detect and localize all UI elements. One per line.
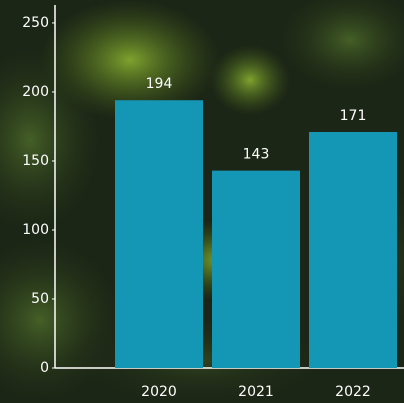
x-tick-label: 2021 <box>238 384 274 400</box>
x-tick-label: 2022 <box>335 384 371 400</box>
y-tick-label: 0 <box>40 360 49 376</box>
bar <box>115 100 203 368</box>
value-label: 194 <box>146 76 173 92</box>
y-tick-label: 50 <box>31 291 49 307</box>
y-tick-label: 100 <box>22 222 49 238</box>
y-tick-label: 250 <box>22 15 49 31</box>
bar <box>309 131 397 368</box>
y-tick-label: 150 <box>22 153 49 169</box>
bar <box>212 170 300 368</box>
value-label: 143 <box>243 147 270 163</box>
y-tick-label: 200 <box>22 84 49 100</box>
x-tick-label: 2020 <box>141 384 177 400</box>
value-label: 171 <box>340 108 367 124</box>
